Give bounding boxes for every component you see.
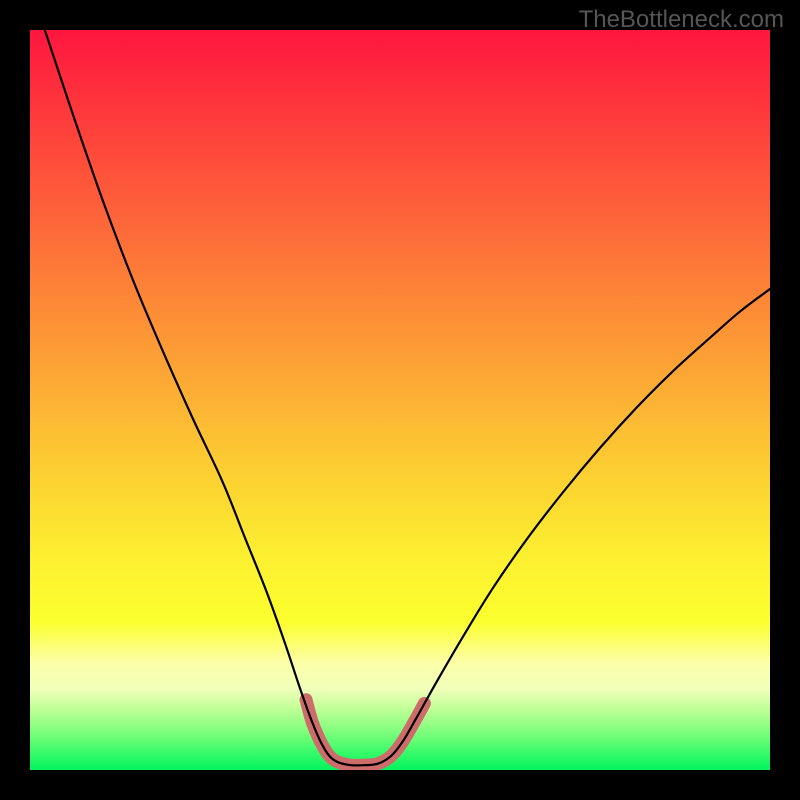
plot-area: [30, 30, 770, 770]
gradient-background: [30, 30, 770, 770]
chart-frame: TheBottleneck.com: [0, 0, 800, 800]
watermark-label: TheBottleneck.com: [579, 6, 784, 34]
plot-svg: [30, 30, 770, 770]
